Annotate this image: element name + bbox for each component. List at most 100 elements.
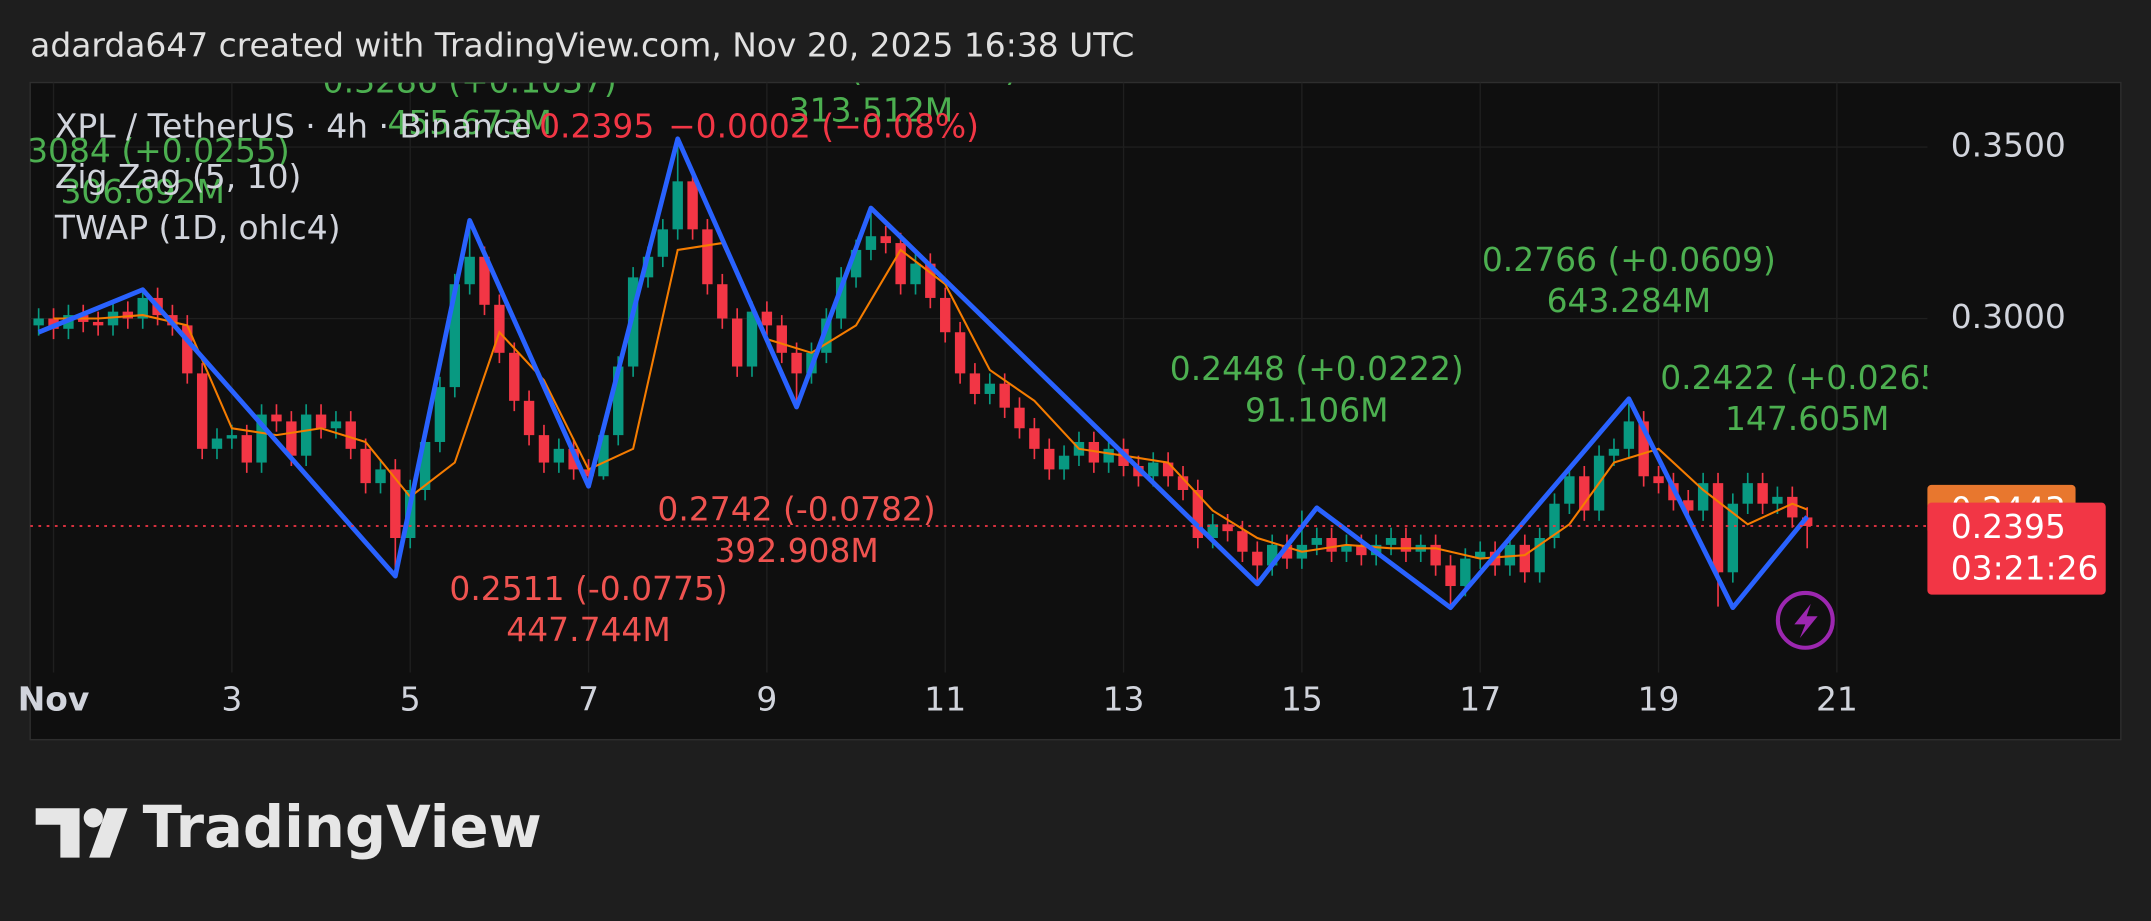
axes: Nov35791113151719210.30000.35000.24430.2…: [18, 126, 2106, 719]
candle-body: [479, 256, 490, 305]
candle-body: [1103, 448, 1114, 463]
grid: [30, 82, 1928, 673]
zigzag-volume: 455.673M: [387, 103, 551, 142]
candle-body: [1281, 544, 1293, 559]
candle-body: [1475, 551, 1486, 559]
candle-body: [687, 181, 698, 230]
candle-body: [702, 229, 713, 285]
candle-body: [1519, 544, 1531, 573]
zigzag-volume: 392.908M: [714, 531, 878, 570]
candle-body: [464, 256, 475, 285]
candle-body: [835, 277, 847, 319]
candle-body: [969, 373, 981, 394]
brand-name: TradingView: [143, 794, 542, 861]
candle-body: [1757, 483, 1768, 504]
candle-body: [1549, 503, 1560, 539]
candle-body: [1266, 544, 1278, 566]
candle-body: [1430, 544, 1441, 566]
zigzag-volume: 313.512M: [789, 91, 953, 130]
candle-body: [1608, 448, 1620, 456]
candle-body: [583, 469, 594, 477]
candle-body: [568, 448, 579, 470]
candle-body: [1564, 476, 1575, 504]
legend-change: −0.0002 (−0.08%): [668, 106, 979, 145]
y-tick-label: 0.3500: [1951, 126, 2066, 165]
candle-body: [494, 304, 505, 353]
last-price-label: 0.2395: [1951, 507, 2066, 546]
x-tick-label: 5: [400, 680, 421, 719]
x-tick-label: 7: [578, 680, 599, 719]
x-tick-label: 3: [221, 680, 242, 719]
zigzag-line: [37, 136, 1810, 611]
candle-body: [1697, 483, 1709, 511]
zigzag-label: 0.2742 (-0.0782): [657, 490, 935, 529]
candle-body: [1787, 496, 1798, 518]
candle-body: [300, 414, 312, 456]
candle-body: [92, 321, 104, 326]
candle-body: [538, 435, 550, 463]
zigzag-label: 0.2422 (+0.0265): [1660, 358, 1954, 397]
candle-body: [1712, 483, 1724, 573]
candle-body: [1460, 558, 1471, 587]
candle-body: [1058, 455, 1070, 470]
candle-body: [315, 414, 327, 429]
x-tick-label: 13: [1103, 680, 1145, 719]
candle-body: [1088, 441, 1100, 463]
candle-body: [137, 297, 148, 319]
zigzag-label: 0.2766 (+0.0609): [1482, 240, 1776, 279]
legend-symbol: XPL / TetherUS · 4h · Binance: [55, 106, 531, 145]
header: adarda647 created with TradingView.com, …: [30, 25, 1134, 64]
candle-body: [345, 421, 356, 449]
candle-body: [1534, 538, 1545, 573]
candle-body: [1504, 544, 1516, 566]
candle-body: [419, 441, 431, 490]
candle-body: [1192, 489, 1204, 539]
legend-last: 0.2395: [539, 106, 654, 145]
candle-body: [731, 318, 743, 367]
candle-body: [226, 435, 238, 439]
candle-body: [880, 236, 891, 244]
candle-body: [613, 366, 624, 436]
candle-body: [1029, 428, 1040, 449]
candle-body: [1326, 538, 1337, 552]
zigzag-volume: 147.605M: [1725, 399, 1889, 438]
candle-body: [1445, 565, 1456, 587]
candle-body: [791, 352, 802, 374]
candle-body: [553, 448, 565, 463]
candle-body: [1118, 448, 1129, 466]
x-tick-label: 17: [1459, 680, 1501, 719]
candle-body: [523, 400, 535, 436]
candle-body: [196, 373, 208, 449]
candle-body: [360, 448, 371, 484]
twap-line: [53, 241, 1808, 560]
candle-body: [1638, 421, 1649, 477]
candle-body: [1014, 407, 1025, 429]
candle-body: [940, 297, 951, 333]
candle-body: [390, 469, 401, 539]
candle-body: [821, 318, 832, 353]
candle-body: [1237, 531, 1248, 552]
zigzag-volume: 643.284M: [1547, 281, 1711, 320]
zigzag-label: 0.2511 (-0.0775): [449, 569, 727, 608]
candle-body: [598, 435, 609, 477]
candle-body: [895, 243, 906, 285]
candle-body: [1742, 483, 1753, 504]
candle-body: [717, 284, 728, 319]
candle-body: [33, 318, 44, 326]
x-tick-label: 21: [1816, 680, 1858, 719]
x-tick-label: 9: [756, 680, 777, 719]
candle-body: [1579, 476, 1590, 511]
candle-body: [1207, 524, 1218, 539]
zigzag-volume: 447.744M: [506, 610, 670, 649]
candle-body: [256, 414, 267, 463]
candle-body: [1044, 448, 1055, 470]
flash-icon: [1775, 590, 1835, 650]
zigzag-label: 0.3084 (+0.0255): [0, 131, 290, 170]
candle-body: [642, 256, 654, 278]
candle-body: [1222, 524, 1233, 532]
candle-body: [865, 236, 877, 250]
zigzag-label: 0.2448 (+0.0222): [1170, 349, 1464, 388]
candle-body: [954, 332, 966, 374]
candle-body: [1252, 551, 1263, 566]
